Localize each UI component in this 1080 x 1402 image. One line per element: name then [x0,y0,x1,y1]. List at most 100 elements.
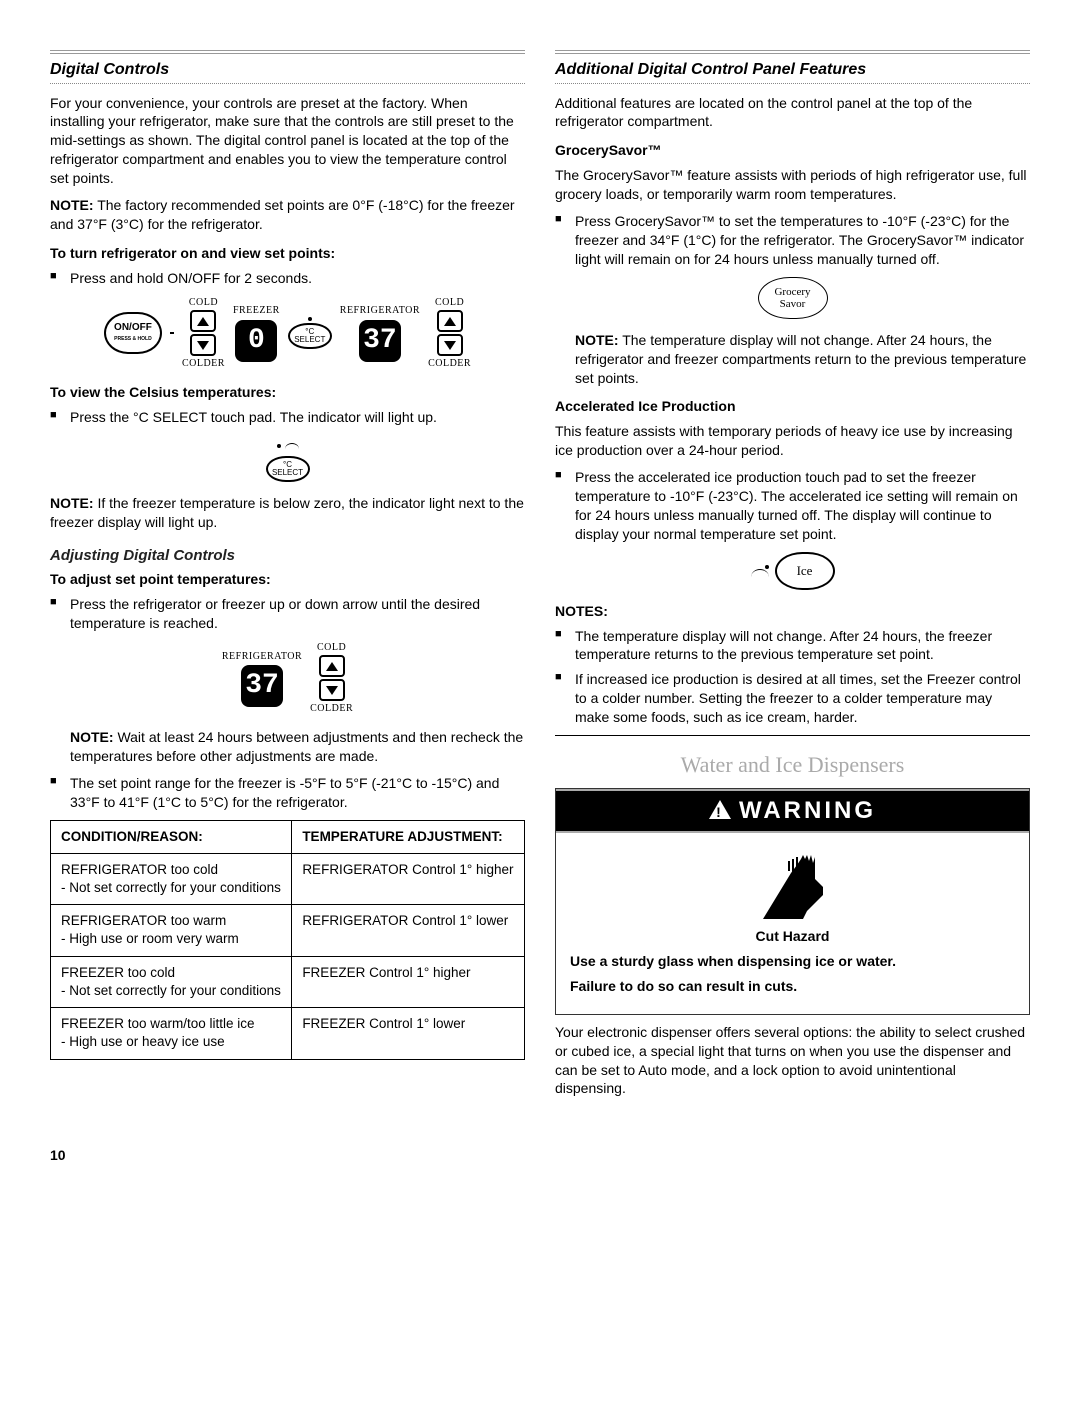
table-row: FREEZER too cold - Not set correctly for… [51,956,525,1007]
left-column: Digital Controls For your convenience, y… [50,40,525,1106]
colder-label: Colder [428,357,471,371]
bullet-list: Press the refrigerator or freezer up or … [50,595,525,633]
note-text: NOTE: If the freezer temperature is belo… [50,494,525,532]
list-item: Press the °C SELECT touch pad. The indic… [70,408,525,427]
divider [555,735,1030,736]
bullet-list: Press and hold ON/OFF for 2 seconds. [50,269,525,288]
dispenser-heading: Water and Ice Dispensers [555,750,1030,780]
subsection-head: Accelerated Ice Production [555,397,1030,416]
arrow-down-icon [319,679,345,701]
table-row: CONDITION/REASON: TEMPERATURE ADJUSTMENT… [51,820,525,853]
select-button-icon: °C SELECT [288,323,332,349]
freezer-display: Freezer 0 [233,304,280,362]
arrow-group: Cold Colder [310,641,353,716]
table-cell: FREEZER too cold - Not set correctly for… [51,956,292,1007]
note-label: NOTE: [70,729,114,745]
page-number: 10 [50,1146,1030,1165]
refrig-arrow-group: Cold Colder [428,296,471,371]
freezer-arrow-group: Cold Colder [182,296,225,371]
note-body: Wait at least 24 hours between adjustmen… [70,729,523,764]
divider [50,50,525,54]
warning-label: WARNING [739,797,876,824]
subsection-head: GrocerySavor™ [555,141,1030,160]
connector-icon [170,332,174,334]
select-button-icon: °C SELECT [266,456,310,482]
body-text: This feature assists with temporary peri… [555,422,1030,460]
list-item: Press and hold ON/OFF for 2 seconds. [70,269,525,288]
section-title: Additional Digital Control Panel Feature… [555,59,1030,81]
notes-head: NOTES: [555,602,1030,621]
warning-text: Use a sturdy glass when dispensing ice o… [570,952,1015,971]
dot-icon [308,317,312,321]
bullet-list: Press GrocerySavor™ to set the temperatu… [555,212,1030,269]
refrigerator-value: 37 [359,320,401,362]
table-cell: REFRIGERATOR Control 1° lower [292,905,525,956]
arrow-up-icon [319,655,345,677]
warning-box: WARNING Cut Hazard Use a sturdy glass wh… [555,788,1030,1015]
note-label: NOTE: [575,332,619,348]
table-cell: FREEZER too warm/too little ice - High u… [51,1008,292,1059]
select-txt: SELECT [272,469,303,477]
note-text: NOTE: The temperature display will not c… [555,331,1030,388]
table-cell: REFRIGERATOR Control 1° higher [292,853,525,904]
select-figure: °C SELECT [50,434,525,482]
onoff-label: ON/OFF [114,322,152,333]
note-label: NOTE: [50,495,94,511]
note-text: NOTE: The factory recommended set points… [50,196,525,234]
cold-label: Cold [435,296,464,310]
freezer-value: 0 [235,320,277,362]
subsection-head: To adjust set point temperatures: [50,570,525,589]
intro-text: Additional features are located on the c… [555,94,1030,132]
arrow-down-icon [190,334,216,356]
note-body: The factory recommended set points are 0… [50,197,515,232]
dot-icon [277,444,281,448]
cold-label: Cold [189,296,218,310]
note-label: NOTE: [50,197,94,213]
page-columns: Digital Controls For your convenience, y… [50,40,1030,1106]
table-header: TEMPERATURE ADJUSTMENT: [292,820,525,853]
subsection-head: Adjusting Digital Controls [50,546,525,566]
select-button-group: °C SELECT [288,317,332,349]
arrow-up-icon [437,310,463,332]
divider [555,50,1030,54]
dispenser-text: Your electronic dispenser offers several… [555,1023,1030,1099]
control-panel-figure: ON/OFF PRESS & HOLD Cold Colder Freezer … [50,296,525,371]
divider [555,83,1030,84]
ice-button-icon: Ice [775,552,835,590]
body-text: The GrocerySavor™ feature assists with p… [555,166,1030,204]
warning-text: Failure to do so can result in cuts. [570,977,1015,996]
onoff-button-icon: ON/OFF PRESS & HOLD [104,312,162,354]
select-txt: SELECT [294,336,325,344]
curve-icon [285,443,299,449]
list-item: The set point range for the freezer is -… [70,774,525,812]
refrigerator-label: Refrigerator [222,650,302,664]
cut-hazard-label: Cut Hazard [570,927,1015,946]
condition-table: CONDITION/REASON: TEMPERATURE ADJUSTMENT… [50,820,525,1060]
grocery-savor-figure: GrocerySavor [555,277,1030,319]
note-body: The temperature display will not change.… [575,332,1026,386]
gs-line1: Grocery [774,286,810,298]
bullet-list: The set point range for the freezer is -… [50,774,525,812]
warning-triangle-icon [709,800,731,820]
table-cell: FREEZER Control 1° higher [292,956,525,1007]
subsection-head: To turn refrigerator on and view set poi… [50,244,525,263]
cold-label: Cold [317,641,346,655]
arrow-up-icon [190,310,216,332]
freezer-label: Freezer [233,304,280,318]
table-cell: REFRIGERATOR too cold - Not set correctl… [51,853,292,904]
onoff-sublabel: PRESS & HOLD [114,336,152,342]
grocery-savor-button-icon: GrocerySavor [758,277,828,319]
colder-label: Colder [182,357,225,371]
curve-icon [751,569,769,577]
divider [50,83,525,84]
refrigerator-label: Refrigerator [340,304,420,318]
list-item: If increased ice production is desired a… [575,670,1030,727]
intro-text: For your convenience, your controls are … [50,94,525,188]
table-row: REFRIGERATOR too cold - Not set correctl… [51,853,525,904]
section-title: Digital Controls [50,59,525,81]
table-row: REFRIGERATOR too warm - High use or room… [51,905,525,956]
refrigerator-display: Refrigerator 37 [340,304,420,362]
ice-label: Ice [797,562,813,580]
cut-hand-icon [753,851,833,921]
note-body: If the freezer temperature is below zero… [50,495,524,530]
